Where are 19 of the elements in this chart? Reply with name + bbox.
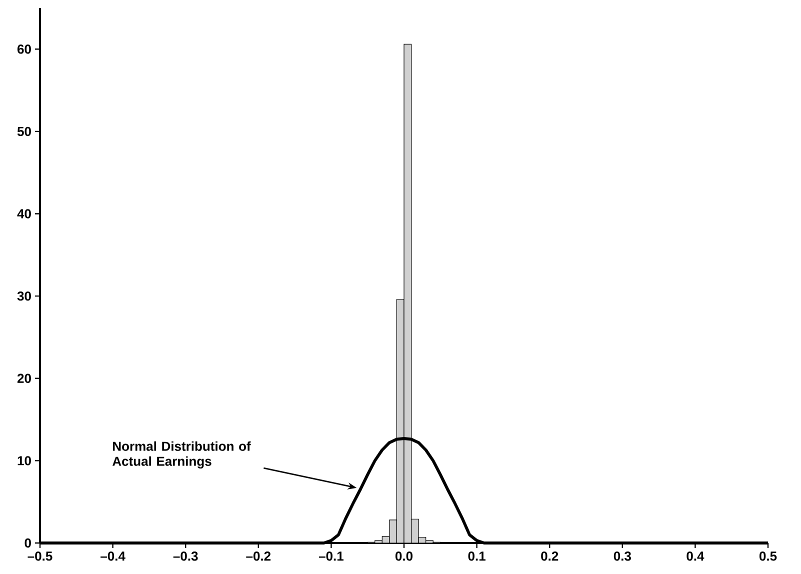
x-tick-label: –0.3 — [173, 552, 198, 561]
x-tick-label: –0.1 — [318, 552, 344, 561]
x-tick-label: 0.0 — [395, 552, 413, 561]
y-tick-label: 40 — [17, 209, 31, 218]
y-tick-label: 60 — [17, 44, 31, 54]
y-tick-label: 0 — [24, 538, 31, 548]
x-tick-label: 0.4 — [686, 552, 704, 561]
x-tick-label: –0.4 — [100, 552, 126, 561]
x-tick-label: 0.5 — [759, 552, 777, 561]
x-tick-label: 0.2 — [541, 552, 558, 561]
annotation: Normal Distribution of Actual Earnings — [112, 441, 251, 469]
y-tick-label: 20 — [17, 374, 31, 383]
x-tick-label: –0.5 — [28, 552, 52, 561]
y-tick-label: 50 — [17, 126, 31, 136]
x-tick-label: 0.1 — [468, 552, 486, 561]
x-tick-label: –0.2 — [246, 552, 271, 561]
y-tick-label: 30 — [17, 291, 31, 301]
y-tick-label: 10 — [18, 456, 31, 466]
x-tick-label: 0.3 — [614, 552, 631, 561]
